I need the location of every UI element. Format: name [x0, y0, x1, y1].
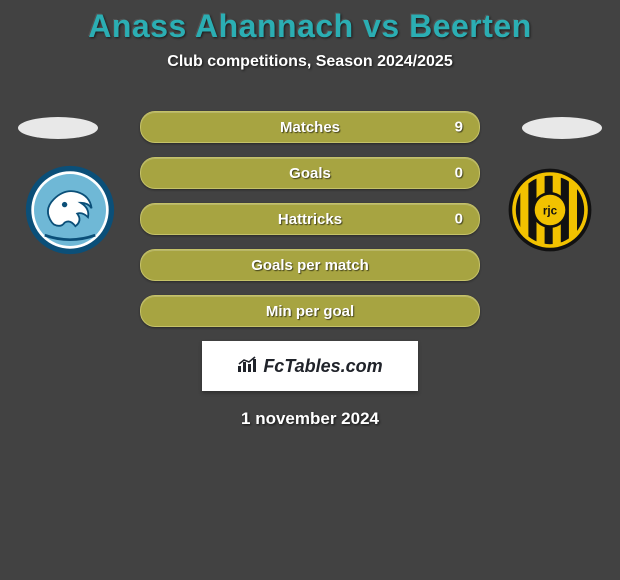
stat-bar-matches: Matches 9: [140, 111, 480, 143]
stat-label: Matches: [280, 119, 340, 136]
stat-label: Min per goal: [266, 303, 354, 320]
brand-text: FcTables.com: [263, 356, 382, 377]
stat-bar-hattricks: Hattricks 0: [140, 203, 480, 235]
stat-value: 0: [455, 211, 463, 228]
date-text: 1 november 2024: [0, 409, 620, 429]
player-shadow-right: [522, 117, 602, 139]
stat-bar-goals: Goals 0: [140, 157, 480, 189]
stat-bars: Matches 9 Goals 0 Hattricks 0 Goals per …: [140, 111, 480, 341]
subtitle: Club competitions, Season 2024/2025: [0, 53, 620, 71]
stat-bar-goals-per-match: Goals per match: [140, 249, 480, 281]
comparison-layout: rjc Matches 9 Goals 0 Hattricks 0 Goals …: [0, 91, 620, 341]
team-badge-right: rjc: [502, 165, 598, 255]
stat-value: 9: [455, 119, 463, 136]
stat-value: 0: [455, 165, 463, 182]
roda-jc-icon: rjc: [502, 165, 598, 255]
player-shadow-left: [18, 117, 98, 139]
brand-box[interactable]: FcTables.com: [202, 341, 418, 391]
stat-label: Goals per match: [251, 257, 369, 274]
stat-label: Hattricks: [278, 211, 342, 228]
stat-bar-min-per-goal: Min per goal: [140, 295, 480, 327]
team-badge-left: [22, 165, 118, 255]
chart-icon: [237, 355, 259, 378]
svg-text:rjc: rjc: [543, 205, 558, 218]
stat-label: Goals: [289, 165, 331, 182]
page-title: Anass Ahannach vs Beerten: [0, 0, 620, 45]
den-bosch-icon: [22, 165, 118, 255]
comparison-card: Anass Ahannach vs Beerten Club competiti…: [0, 0, 620, 580]
